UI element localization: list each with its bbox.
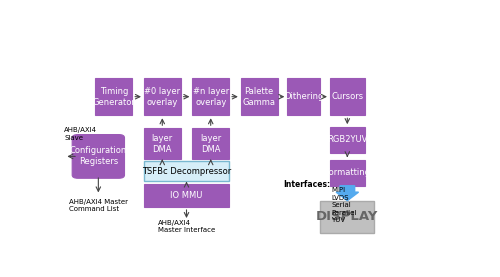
Text: Dithering: Dithering (284, 92, 324, 101)
Text: #0 layer
overlay: #0 layer overlay (144, 87, 180, 107)
Text: Configuration
Registers: Configuration Registers (70, 146, 127, 166)
Bar (144, 184, 229, 207)
Text: layer
DMA: layer DMA (200, 134, 222, 154)
Text: #n layer
overlay: #n layer overlay (192, 87, 229, 107)
Bar (144, 128, 180, 159)
Bar (144, 78, 180, 115)
Bar (192, 78, 229, 115)
Bar (330, 127, 365, 153)
Bar (241, 78, 278, 115)
Bar (330, 160, 365, 186)
Text: TSFBc Decompressor: TSFBc Decompressor (142, 167, 231, 176)
Text: DISPLAY: DISPLAY (316, 210, 378, 223)
Text: Cursors: Cursors (331, 92, 364, 101)
FancyArrow shape (336, 186, 358, 201)
Text: Palette
Gamma: Palette Gamma (242, 87, 276, 107)
Bar (330, 78, 365, 115)
Bar (144, 161, 229, 181)
Text: Timing
Generator: Timing Generator (92, 87, 136, 107)
Bar (192, 128, 229, 159)
Text: Interfaces:: Interfaces: (284, 180, 331, 189)
Bar (287, 78, 320, 115)
Text: IO MMU: IO MMU (170, 191, 202, 200)
Text: AHB/AXI4 Master
Command List: AHB/AXI4 Master Command List (68, 199, 128, 212)
Text: AHB/AXI4
Slave: AHB/AXI4 Slave (64, 127, 98, 141)
FancyBboxPatch shape (72, 135, 124, 178)
Text: layer
DMA: layer DMA (152, 134, 173, 154)
Bar (320, 201, 374, 233)
Bar (96, 78, 132, 115)
Text: MIPI
LVDS
Serial
Parallel
YUV: MIPI LVDS Serial Parallel YUV (331, 187, 356, 223)
Text: RGB2YUV: RGB2YUV (327, 135, 368, 144)
Text: AHB/AXI4
Master Interface: AHB/AXI4 Master Interface (158, 220, 215, 233)
Text: Formatting: Formatting (324, 168, 370, 178)
